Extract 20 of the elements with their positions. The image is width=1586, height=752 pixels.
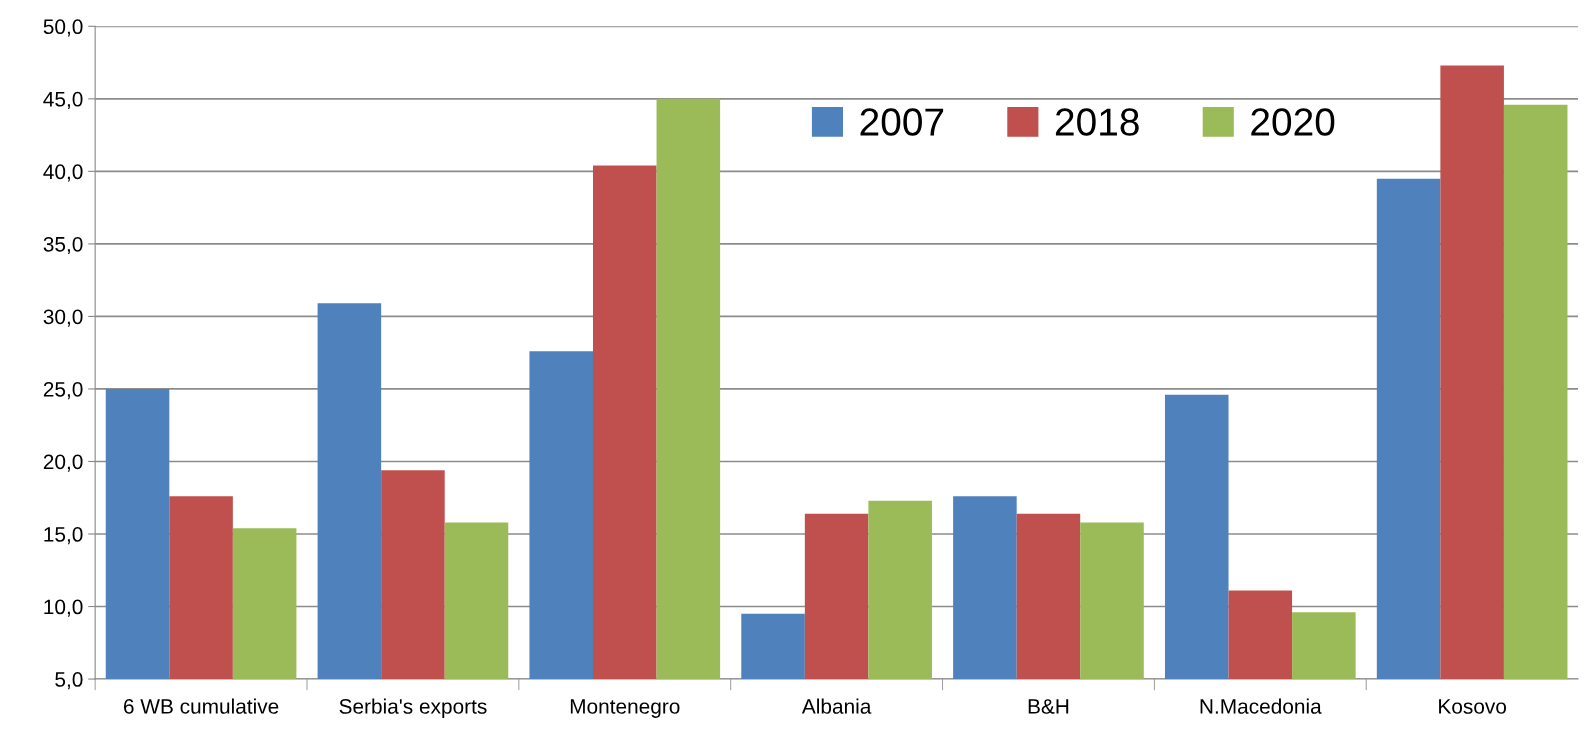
y-tick-label: 50,0 [43, 19, 83, 37]
x-tick-label: Serbia's exports [339, 698, 487, 718]
y-tick-label: 5,0 [55, 672, 83, 690]
y-tick-label: 15,0 [44, 527, 83, 545]
x-tick-label: B&H [1028, 699, 1069, 714]
y-tick-label: 30,0 [43, 309, 83, 327]
legend-label: 2020 [1251, 108, 1335, 136]
y-tick-label: 10,0 [44, 599, 83, 617]
x-tick-label: 6 WB cumulative [123, 698, 279, 714]
y-tick-label: 20,0 [43, 454, 83, 472]
legend-label: 2007 [860, 108, 944, 136]
x-tick-label: Albania [801, 698, 872, 714]
y-tick-label: 45,0 [43, 91, 83, 110]
y-tick-label: 35,0 [43, 236, 83, 255]
x-tick-label: Kosovo [1439, 699, 1507, 714]
legend-label: 2018 [1055, 108, 1139, 136]
y-tick-label: 25,0 [43, 381, 83, 400]
y-tick-label: 40,0 [43, 164, 83, 182]
x-tick-label: Montenegro [570, 699, 680, 718]
x-tick-label: N.Macedonia [1200, 698, 1322, 714]
